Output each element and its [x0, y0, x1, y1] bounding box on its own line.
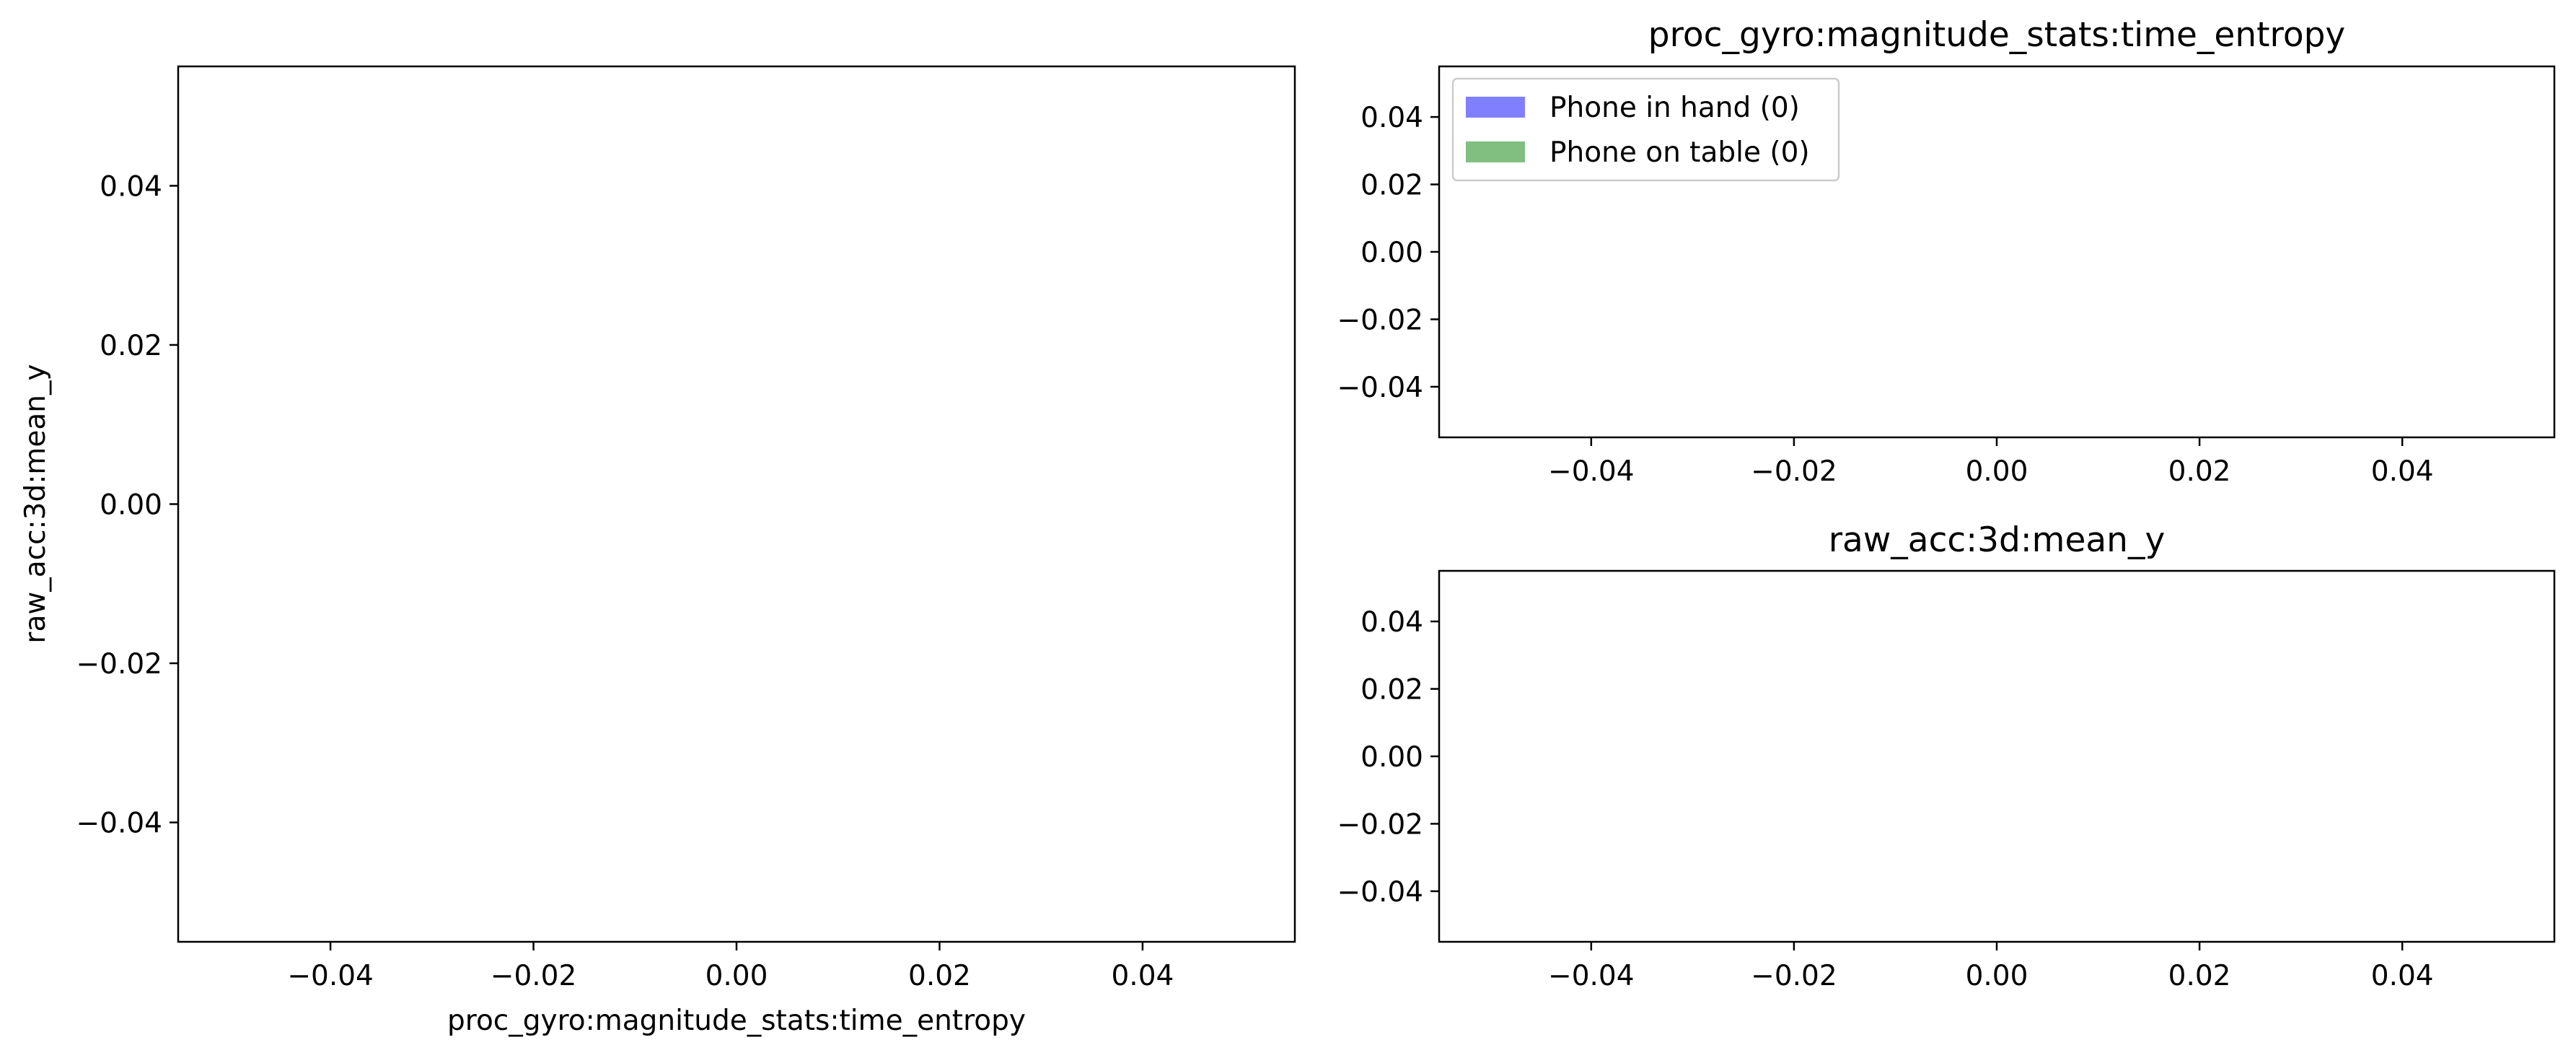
histogram-bottom-y-tick-label: 0.02	[1360, 674, 1423, 707]
histogram-top-y-tick-label: 0.00	[1360, 237, 1423, 269]
scatter-y-ticks: −0.04 −0.02 0.00 0.02 0.04	[76, 170, 178, 840]
scatter-x-tick-label: 0.00	[705, 960, 768, 992]
histogram-bottom-y-ticks: −0.04 −0.02 0.00 0.02 0.04	[1337, 606, 1439, 909]
legend-box	[1451, 77, 1840, 182]
histogram-top-x-tick-label: 0.00	[1966, 455, 2028, 488]
histogram-bottom-x-ticks: −0.04 −0.02 0.00 0.02 0.04	[1548, 942, 2434, 992]
histogram-top-y-tick-label: 0.04	[1360, 102, 1423, 134]
histogram-bottom-x-tick-label: 0.00	[1966, 960, 2028, 992]
scatter-panel: −0.04 −0.02 0.00 0.02 0.04 −0.04 −0.02 0.00 0.0…	[19, 65, 1296, 1037]
histogram-bottom-y-tick-label: −0.02	[1337, 808, 1423, 841]
scatter-y-tick-label: 0.00	[100, 489, 162, 522]
histogram-bottom-y-tick-label: 0.00	[1360, 741, 1423, 774]
histogram-panel-top: proc_gyro:magnitude_stats:time_entropy −…	[1337, 15, 2556, 488]
histogram-top-x-tick-label: −0.04	[1548, 455, 1635, 488]
scatter-x-tick-label: 0.02	[908, 960, 971, 992]
legend-label-phone-in-hand: Phone in hand (0)	[1549, 92, 1800, 124]
scatter-x-axis-label: proc_gyro:magnitude_stats:time_entropy	[447, 1005, 1026, 1037]
scatter-x-tick-label: −0.04	[287, 960, 374, 992]
histogram-top-title: proc_gyro:magnitude_stats:time_entropy	[1648, 15, 2345, 55]
histogram-top-y-ticks: −0.04 −0.02 0.00 0.02 0.04	[1337, 102, 1439, 404]
scatter-x-ticks: −0.04 −0.02 0.00 0.02 0.04	[287, 942, 1174, 992]
histogram-top-y-tick-label: 0.02	[1360, 170, 1423, 202]
scatter-x-tick-label: −0.02	[491, 960, 577, 992]
legend-swatch-phone-in-hand	[1466, 97, 1525, 118]
histogram-bottom-x-tick-label: 0.04	[2371, 960, 2434, 992]
histogram-bottom-x-tick-label: −0.04	[1548, 960, 1635, 992]
histogram-bottom-x-tick-label: −0.02	[1751, 960, 1837, 992]
histogram-top-x-tick-label: −0.02	[1751, 455, 1837, 488]
histogram-panel-bottom: raw_acc:3d:mean_y −0.04 −0.02 0.00 0.02 0.04…	[1337, 520, 2556, 992]
scatter-x-tick-label: 0.04	[1111, 960, 1174, 992]
scatter-y-tick-label: −0.02	[76, 648, 162, 681]
legend-label-phone-on-table: Phone on table (0)	[1549, 136, 1810, 169]
histogram-bottom-y-tick-label: 0.04	[1360, 606, 1423, 639]
histogram-bottom-y-tick-label: −0.04	[1337, 876, 1423, 909]
histogram-bottom-x-tick-label: 0.02	[2168, 960, 2231, 992]
histogram-bottom-title: raw_acc:3d:mean_y	[1829, 520, 2166, 560]
scatter-y-tick-label: −0.04	[76, 808, 162, 840]
histogram-top-y-tick-label: −0.04	[1337, 372, 1423, 404]
histogram-top-x-tick-label: 0.04	[2371, 455, 2434, 488]
scatter-y-axis-label: raw_acc:3d:mean_y	[19, 364, 52, 643]
histogram-top-y-tick-label: −0.02	[1337, 304, 1423, 336]
legend-swatch-phone-on-table	[1466, 141, 1525, 162]
legend: Phone in hand (0) Phone on table (0)	[1451, 77, 1840, 182]
histogram-top-x-tick-label: 0.02	[2168, 455, 2231, 488]
scatter-y-tick-label: 0.04	[100, 170, 162, 203]
histogram-top-x-ticks: −0.04 −0.02 0.00 0.02 0.04	[1548, 437, 2434, 488]
scatter-y-tick-label: 0.02	[100, 330, 162, 362]
